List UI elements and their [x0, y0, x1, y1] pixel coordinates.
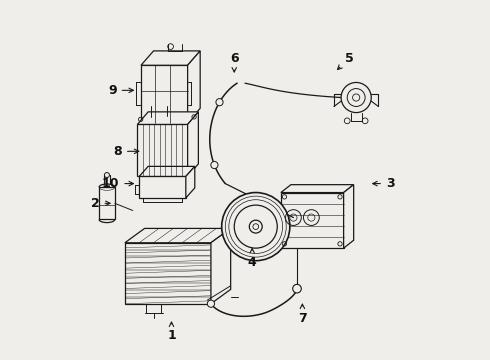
Circle shape: [347, 89, 365, 107]
Polygon shape: [343, 185, 354, 248]
Text: 4: 4: [248, 248, 257, 269]
Circle shape: [249, 220, 262, 233]
Text: 2: 2: [91, 197, 110, 210]
Text: 5: 5: [338, 51, 353, 69]
Polygon shape: [188, 112, 198, 176]
Circle shape: [234, 205, 277, 248]
Text: 3: 3: [373, 177, 394, 190]
Polygon shape: [186, 166, 195, 198]
Polygon shape: [188, 51, 200, 123]
Polygon shape: [281, 185, 354, 193]
Circle shape: [341, 82, 371, 113]
Circle shape: [211, 161, 218, 168]
Polygon shape: [137, 112, 198, 125]
Polygon shape: [125, 228, 231, 243]
Polygon shape: [139, 166, 195, 176]
Circle shape: [221, 193, 290, 261]
Text: 1: 1: [167, 322, 176, 342]
Polygon shape: [141, 51, 200, 65]
Polygon shape: [141, 65, 188, 123]
Text: 8: 8: [113, 145, 139, 158]
Circle shape: [216, 99, 223, 106]
Text: 10: 10: [102, 177, 133, 190]
Polygon shape: [125, 243, 211, 304]
Polygon shape: [211, 228, 231, 304]
Polygon shape: [281, 193, 343, 248]
Circle shape: [207, 300, 215, 307]
Text: 6: 6: [230, 51, 239, 72]
Polygon shape: [139, 176, 186, 198]
Polygon shape: [99, 187, 115, 220]
Text: 7: 7: [298, 304, 307, 325]
Circle shape: [293, 284, 301, 293]
Polygon shape: [137, 125, 188, 176]
Text: 9: 9: [108, 84, 133, 97]
